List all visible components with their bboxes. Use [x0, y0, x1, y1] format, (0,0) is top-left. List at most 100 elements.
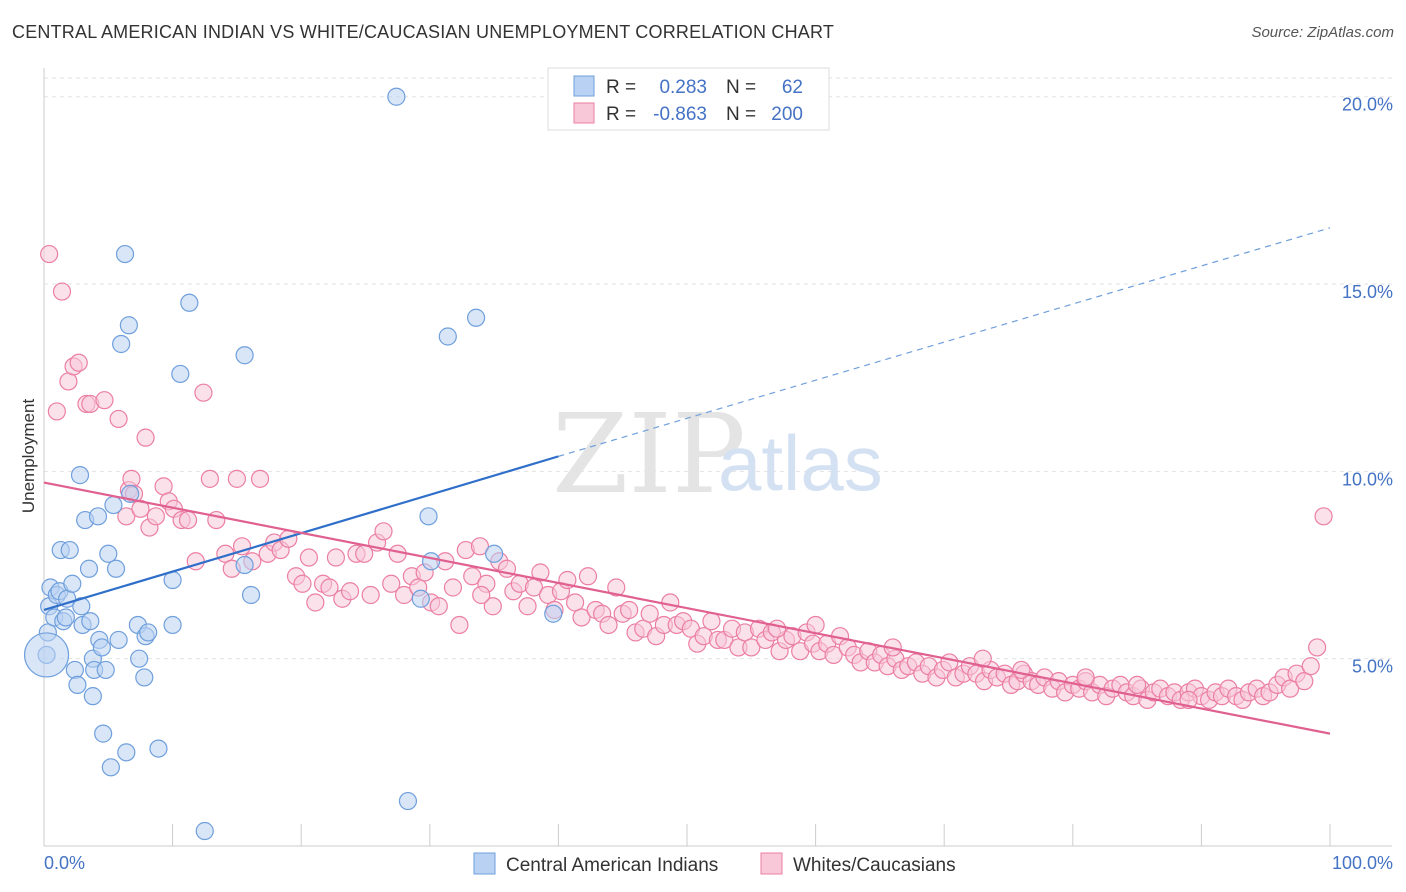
blue-point-46: [163, 615, 182, 635]
trend-line-blue-extension: [558, 227, 1331, 457]
x-tick-label-1: 100.0%: [1332, 853, 1393, 873]
pink-point-188: [1314, 507, 1333, 526]
blue-point-20: [81, 612, 100, 631]
blue-point-54: [398, 791, 418, 811]
blue-point-35: [115, 244, 135, 264]
pink-point-25: [200, 469, 219, 488]
blue-point-56: [419, 507, 438, 526]
pink-point-194: [1127, 675, 1147, 695]
pink-point-51: [382, 574, 401, 593]
blue-point-28: [96, 660, 115, 680]
blue-point-41: [135, 668, 154, 687]
blue-point-58: [438, 327, 457, 346]
blue-point-48: [180, 293, 199, 312]
pink-point-84: [607, 578, 626, 597]
blue-point-21: [83, 687, 102, 706]
pink-point-186: [1301, 657, 1320, 676]
series-legend: Central American Indians Whites/Caucasia…: [473, 852, 956, 876]
legend-r-label-2: R =: [606, 104, 636, 125]
blue-point-49: [195, 821, 214, 841]
pink-point-39: [299, 548, 319, 567]
pink-point-104: [742, 638, 761, 657]
blue-point-large: [23, 632, 70, 678]
pink-point-116: [824, 645, 843, 665]
legend-r-label-1: R =: [606, 77, 636, 98]
pink-point-22: [178, 510, 198, 530]
pink-point-38: [293, 574, 312, 593]
blue-point-26: [92, 638, 111, 657]
watermark-atlas: atlas: [718, 419, 883, 507]
y-tick-labels: 5.0% 10.0% 15.0% 20.0%: [1342, 95, 1393, 677]
y-tick-label-2: 15.0%: [1342, 282, 1393, 302]
pink-point-48: [361, 585, 380, 605]
blue-point-15: [70, 466, 90, 485]
pink-point-92: [661, 593, 680, 612]
trend-lines: [43, 227, 1331, 735]
pink-point-190: [767, 619, 787, 638]
blue-point-60: [485, 544, 504, 563]
pink-point-187: [1308, 638, 1327, 657]
blue-point-31: [104, 495, 123, 515]
x-tick-label-0: 0.0%: [44, 853, 85, 873]
pink-point-73: [531, 563, 550, 582]
pink-point-1: [47, 402, 66, 421]
series-legend-label-blue: Central American Indians: [506, 855, 718, 876]
pink-point-79: [572, 608, 591, 627]
pink-point-32: [250, 469, 270, 488]
series-legend-swatch-blue: [473, 852, 496, 875]
pink-point-29: [227, 469, 246, 488]
blue-point-36: [117, 743, 136, 762]
pink-point-5: [69, 353, 88, 372]
pink-point-185: [1295, 672, 1314, 691]
source-label: Source: ZipAtlas.com: [1251, 24, 1394, 41]
pink-point-61: [450, 615, 469, 635]
series-legend-swatch-pink: [760, 852, 783, 875]
pink-point-42: [320, 578, 339, 597]
blue-point-27: [94, 724, 113, 743]
pink-point-43: [326, 548, 346, 567]
blue-point-37: [119, 316, 138, 335]
blue-point-19: [79, 559, 99, 578]
pink-point-58: [429, 597, 448, 616]
chart-title: CENTRAL AMERICAN INDIAN VS WHITE/CAUCASI…: [12, 22, 835, 42]
blue-point-52: [241, 585, 261, 605]
blue-point-14: [68, 675, 87, 695]
legend-swatch-blue: [573, 75, 595, 97]
watermark-zip: ZIP: [552, 390, 746, 518]
pink-point-10: [117, 507, 136, 526]
pink-point-8: [95, 391, 114, 410]
pink-point-40: [306, 593, 325, 612]
pink-point-86: [620, 600, 639, 620]
pink-point-78: [566, 593, 585, 612]
pink-point-60: [443, 578, 463, 597]
pink-point-9: [109, 409, 128, 429]
legend-n-label-2: N =: [726, 104, 756, 125]
axes: [43, 68, 1392, 847]
pink-point-89: [640, 604, 659, 623]
pink-point-50: [374, 522, 393, 541]
blue-point-24: [88, 507, 108, 526]
pink-point-80: [578, 567, 598, 586]
pink-point-0: [40, 244, 59, 264]
pink-point-45: [340, 582, 360, 601]
y-tick-label-1: 10.0%: [1342, 469, 1393, 489]
y-tick-label-0: 5.0%: [1352, 657, 1393, 677]
blue-point-33: [109, 630, 128, 650]
y-axis-label: Unemployment: [19, 399, 38, 514]
blue-point-59: [466, 308, 486, 327]
blue-point-44: [149, 739, 168, 758]
blue-point-30: [101, 758, 120, 777]
pink-point-24: [194, 383, 213, 402]
pink-point-193: [1076, 668, 1095, 687]
blue-point-43: [139, 623, 158, 642]
legend-n-label-1: N =: [726, 77, 756, 98]
legend-n-value-1: 62: [782, 77, 803, 98]
blue-point-47: [171, 364, 190, 384]
pink-point-17: [146, 507, 165, 526]
blue-point-61: [544, 604, 563, 623]
blue-point-57: [421, 552, 441, 571]
legend-r-value-1: 0.283: [659, 77, 707, 98]
pink-point-12: [122, 469, 141, 488]
blue-point-12: [63, 574, 82, 593]
